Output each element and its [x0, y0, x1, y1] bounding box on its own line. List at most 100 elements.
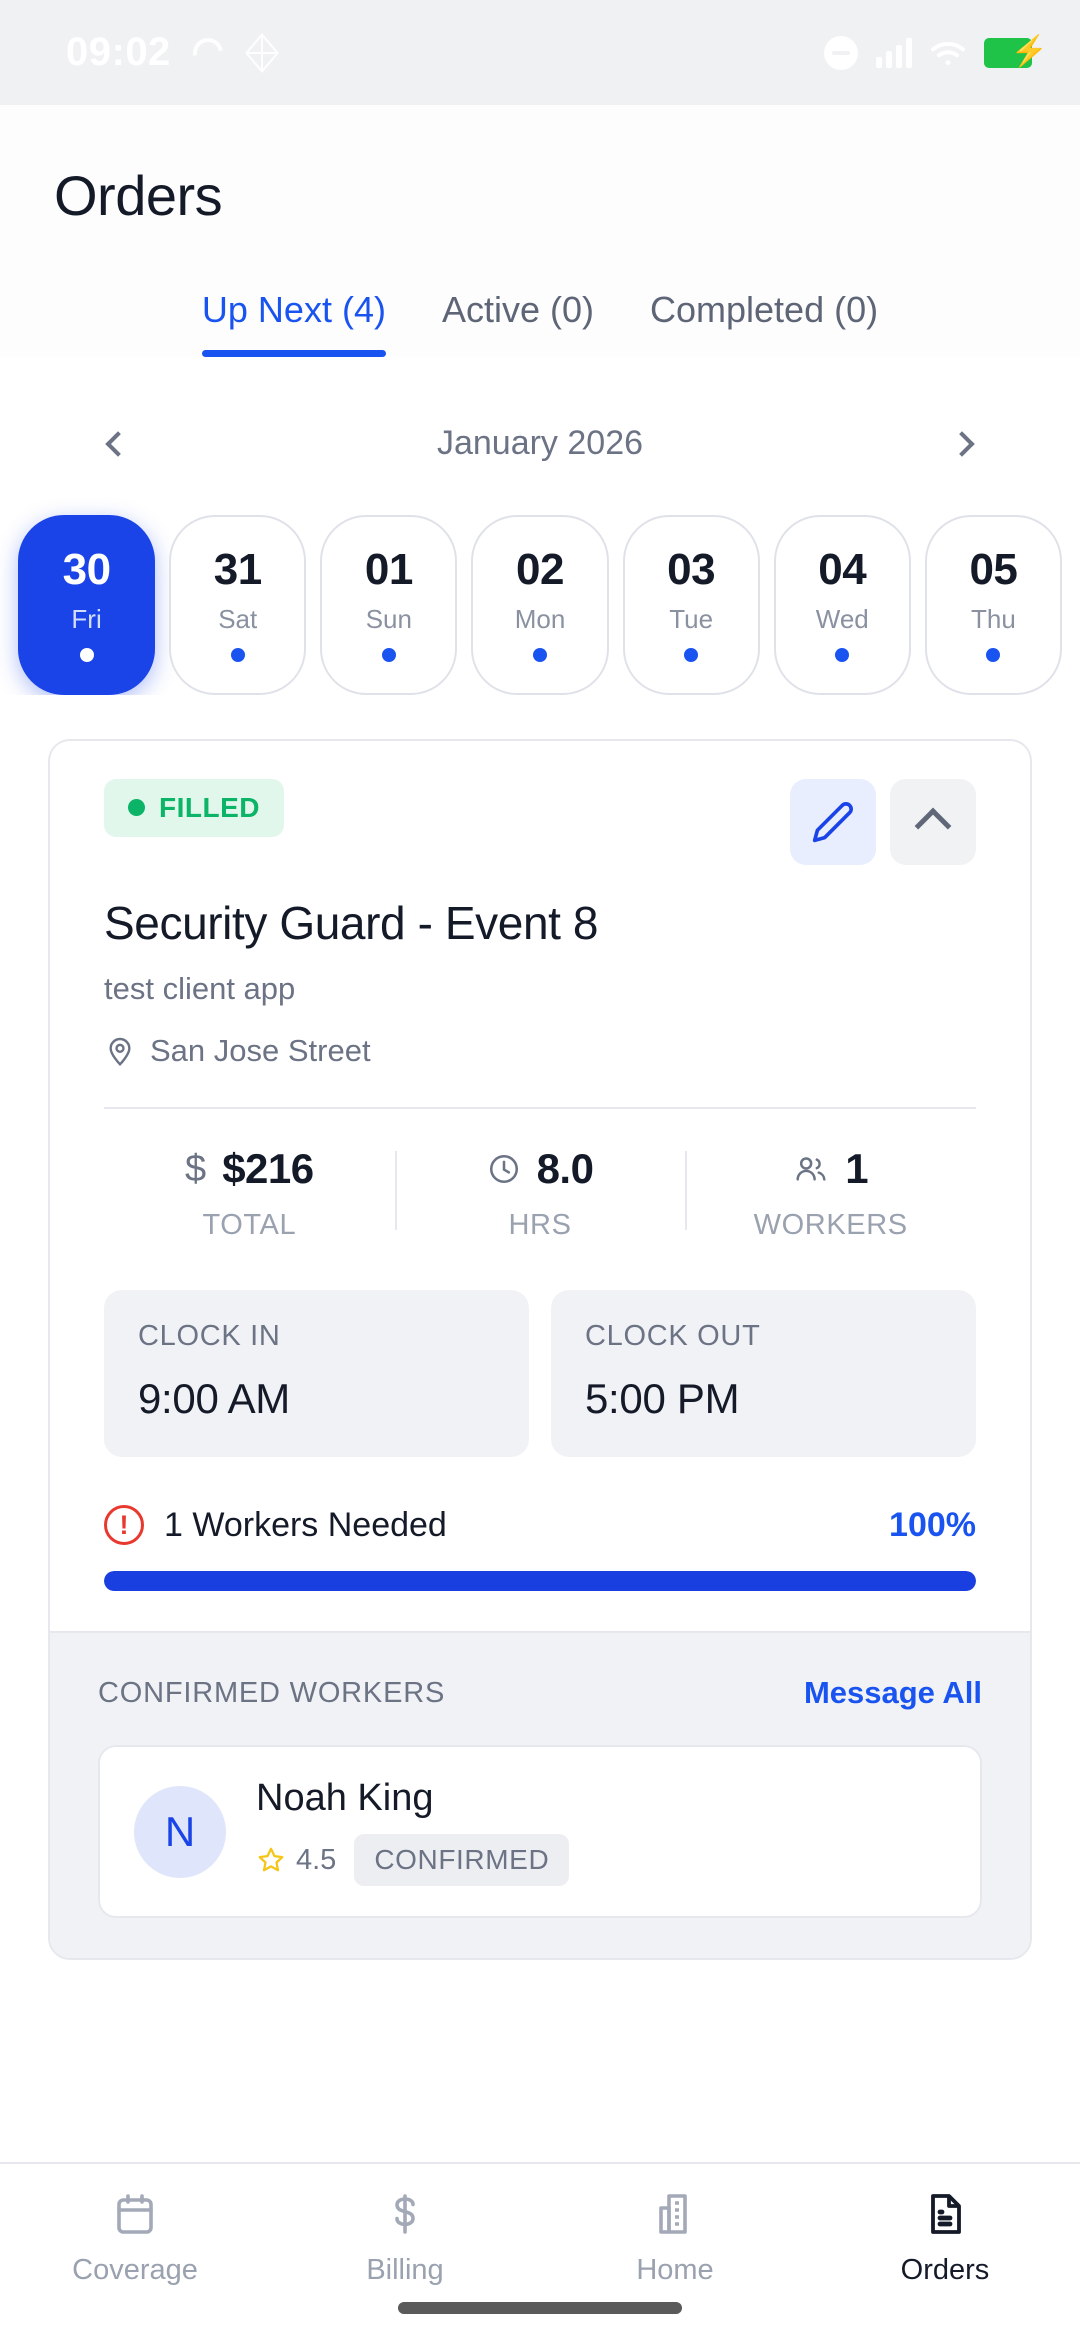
pencil-icon — [812, 801, 853, 842]
day-dot-indicator — [230, 647, 245, 662]
nav-item-orders[interactable]: Orders — [810, 2190, 1080, 2287]
order-card[interactable]: FILLED Security Guard - Event 8 — [48, 738, 1032, 1961]
order-client: test client app — [104, 971, 296, 1007]
fill-percent: 100% — [889, 1505, 976, 1544]
order-title: Security Guard - Event 8 — [104, 896, 599, 949]
worker-name: Noah King — [256, 1777, 434, 1820]
day-dot-indicator — [532, 647, 547, 662]
stat-hours: 8.0 HRS — [394, 1145, 686, 1242]
signal-icon — [876, 37, 912, 68]
day-name: Fri — [71, 603, 102, 634]
status-time: 09:02 — [66, 30, 171, 74]
day-name: Wed — [815, 603, 869, 634]
fill-progress-bar — [104, 1571, 976, 1592]
fill-progress-value — [104, 1571, 976, 1592]
spinner-icon — [186, 31, 229, 74]
avatar: N — [134, 1785, 226, 1878]
confirmed-workers-title: CONFIRMED WORKERS — [98, 1676, 446, 1709]
workers-needed-text: 1 Workers Needed — [164, 1505, 447, 1544]
calendar-icon — [117, 2194, 153, 2234]
day-pill-05[interactable]: 05 Thu — [924, 514, 1062, 695]
clock-out-box[interactable]: CLOCK OUT 5:00 PM — [551, 1290, 976, 1458]
tab-completed[interactable]: Completed (0) — [650, 288, 879, 330]
dollar-icon — [395, 2194, 415, 2234]
clock-icon — [489, 1155, 518, 1184]
stat-hours-label: HRS — [508, 1209, 572, 1242]
day-selector: 30 Fri 31 Sat 01 Sun 02 Mon 03 Tue — [0, 473, 1080, 695]
stat-total: $ $216 TOTAL — [104, 1145, 395, 1242]
month-navigation: January 2026 — [0, 415, 1080, 473]
day-pill-03[interactable]: 03 Tue — [622, 514, 760, 695]
alert-icon: ! — [104, 1505, 144, 1546]
dollar-icon: $ — [185, 1147, 207, 1190]
status-bar: 09:02 ⚡ — [0, 0, 1080, 105]
next-month-button[interactable] — [940, 422, 984, 466]
nav-label-orders: Orders — [900, 2254, 990, 2286]
clock-out-label: CLOCK OUT — [585, 1320, 761, 1353]
people-icon — [796, 1157, 826, 1182]
clock-times: CLOCK IN 9:00 AM CLOCK OUT 5:00 PM — [104, 1290, 976, 1458]
order-card-header: FILLED — [104, 778, 976, 865]
nav-label-billing: Billing — [366, 2254, 444, 2286]
worker-list-item[interactable]: N Noah King 4.5 CONFIRMED — [98, 1745, 982, 1919]
nav-label-home: Home — [636, 2254, 714, 2286]
star-icon — [258, 1848, 284, 1872]
day-dot-indicator — [79, 647, 94, 662]
page-header: Orders — [0, 105, 1080, 227]
status-badge: FILLED — [104, 778, 284, 837]
nav-label-coverage: Coverage — [72, 2254, 198, 2286]
day-pill-02[interactable]: 02 Mon — [471, 514, 609, 695]
day-number: 02 — [516, 544, 564, 594]
chevron-up-icon — [914, 807, 952, 845]
chevron-right-icon — [949, 430, 975, 457]
stat-hours-value: 8.0 — [536, 1145, 594, 1193]
stat-total-label: TOTAL — [202, 1209, 297, 1242]
status-dot-icon — [128, 799, 145, 817]
tab-bar: Up Next (4) Active (0) Completed (0) — [0, 226, 1080, 357]
chevron-left-icon — [105, 430, 131, 457]
edit-button[interactable] — [790, 778, 876, 865]
day-number: 30 — [62, 544, 111, 594]
day-dot-indicator — [986, 647, 1001, 662]
message-all-button[interactable]: Message All — [803, 1675, 982, 1711]
month-label: January 2026 — [436, 424, 644, 463]
order-list[interactable]: FILLED Security Guard - Event 8 — [0, 694, 1080, 2162]
day-pill-01[interactable]: 01 Sun — [320, 514, 458, 695]
status-bar-right: ⚡ — [824, 35, 1048, 70]
building-icon — [659, 2194, 687, 2234]
day-pill-04[interactable]: 04 Wed — [773, 514, 911, 695]
stat-total-value: $216 — [222, 1145, 314, 1193]
tab-up-next[interactable]: Up Next (4) — [174, 289, 414, 357]
tab-active[interactable]: Active (0) — [441, 288, 594, 330]
document-icon — [931, 2194, 961, 2234]
collapse-button[interactable] — [890, 778, 976, 865]
stat-workers-label: WORKERS — [753, 1209, 908, 1242]
page-title: Orders — [54, 164, 223, 227]
day-name: Mon — [514, 603, 566, 634]
workers-needed-row: ! 1 Workers Needed 100% — [104, 1505, 976, 1546]
battery-charging-icon: ⚡ — [984, 36, 1048, 68]
day-dot-indicator — [381, 647, 396, 662]
stat-workers-value: 1 — [845, 1145, 869, 1193]
nav-item-coverage[interactable]: Coverage — [0, 2190, 270, 2287]
day-name: Sat — [218, 603, 258, 634]
day-pill-30[interactable]: 30 Fri — [18, 514, 156, 695]
day-pill-31[interactable]: 31 Sat — [169, 514, 307, 695]
clock-in-label: CLOCK IN — [138, 1320, 281, 1353]
order-stats: $ $216 TOTAL 8.0 HRS — [104, 1145, 976, 1242]
map-pin-icon — [109, 1038, 131, 1067]
nav-item-home[interactable]: Home — [540, 2190, 810, 2287]
day-number: 03 — [667, 544, 716, 594]
prev-month-button[interactable] — [96, 422, 140, 466]
day-name: Thu — [971, 603, 1016, 634]
clock-in-box[interactable]: CLOCK IN 9:00 AM — [104, 1290, 529, 1458]
nav-item-billing[interactable]: Billing — [270, 2190, 540, 2287]
day-number: 01 — [364, 544, 413, 594]
order-card-body: FILLED Security Guard - Event 8 — [50, 741, 1030, 1632]
worker-status-chip: CONFIRMED — [354, 1834, 570, 1887]
status-badge-label: FILLED — [159, 791, 260, 823]
day-number: 04 — [818, 544, 867, 594]
status-bar-left: 09:02 — [66, 30, 279, 75]
divider — [104, 1107, 976, 1110]
